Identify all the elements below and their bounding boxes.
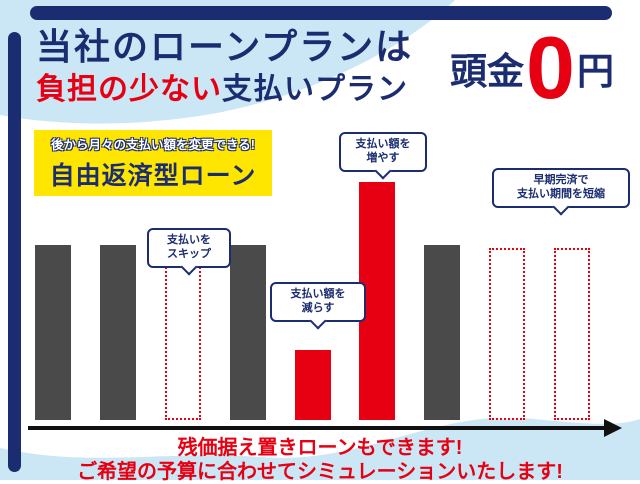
promo-line1: 後から月々の支払い額を変更できる! [51, 138, 255, 152]
annotation-increase-line1: 支払い額を [355, 138, 411, 150]
footer-line2: ご希望の予算に合わせてシミュレーションいたします! [77, 461, 563, 483]
subtitle-highlight: 負担の少ない [36, 73, 222, 106]
annotation-increase-line2: 増やす [366, 151, 400, 164]
annotation-early-line2: 支払い期間を短縮 [517, 187, 605, 200]
annotation-reduce-payment: 支払い額を 減らす [270, 282, 366, 322]
bar-2-gray [99, 245, 136, 420]
down-payment-amount: 0 [526, 18, 575, 117]
annotation-skip-line1: 支払いを [167, 234, 211, 246]
bar-3-dotted [164, 248, 201, 420]
frame-top-bar [30, 6, 612, 20]
annotation-early-line1: 早期完済で [533, 174, 589, 186]
bar-5-red [294, 350, 331, 420]
annotation-early-payoff: 早期完済で 支払い期間を短縮 [492, 168, 630, 208]
down-payment-prefix: 頭金 [450, 50, 524, 92]
annotation-increase-payment: 支払い額を 増やす [339, 132, 427, 172]
bar-1-gray [35, 245, 71, 420]
frame-left-bar [8, 32, 21, 472]
down-payment-suffix: 円 [576, 50, 614, 92]
timeline-arrow-head [604, 419, 622, 437]
bar-4-gray [229, 245, 266, 420]
promo-box: 後から月々の支払い額を変更できる! 自由返済型ローン [34, 130, 272, 196]
bar-9-dotted [554, 248, 590, 420]
main-title: 当社のローンプランは [36, 26, 414, 67]
footer-line1: 残価据え置きローンもできます! [177, 437, 463, 459]
promo-title: 自由返済型ローン [49, 162, 257, 190]
annotation-reduce-line2: 減らす [301, 301, 335, 314]
down-payment: 頭金 0 円 [450, 18, 614, 117]
annotation-skip-line2: スキップ [167, 247, 211, 260]
bar-chart [35, 182, 590, 420]
subtitle-rest: 支払いプラン [222, 73, 408, 106]
timeline-arrow [28, 426, 606, 430]
annotation-skip-payment: 支払いを スキップ [147, 228, 231, 268]
bar-7-gray [424, 245, 461, 420]
annotation-reduce-line1: 支払い額を [290, 288, 346, 300]
subtitle: 負担の少ない支払いプラン [36, 64, 408, 108]
bar-8-dotted [489, 248, 526, 420]
